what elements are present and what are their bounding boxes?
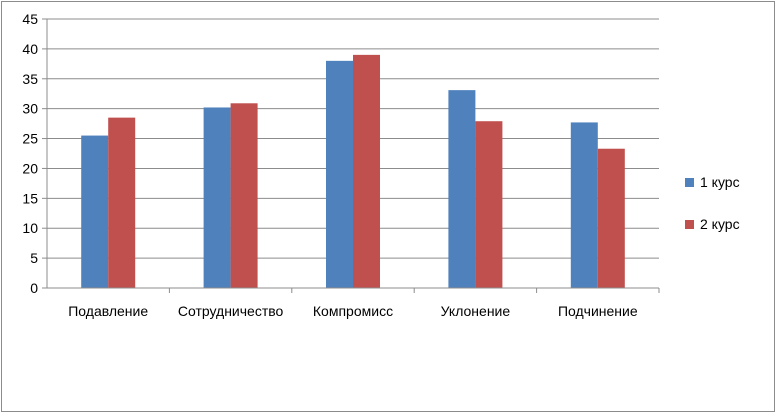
bar-1 (570, 122, 598, 288)
bar-2 (475, 121, 503, 288)
bar-2 (353, 54, 380, 288)
y-tick-label: 0 (30, 280, 38, 296)
y-tick-label: 20 (22, 160, 38, 176)
bars (81, 54, 625, 289)
x-tick-label: Сотрудничество (178, 303, 284, 319)
y-tick-label: 45 (22, 11, 38, 27)
y-axis-ticks: 0 5 10 15 20 25 30 35 40 45 (22, 11, 47, 296)
y-tick-label: 40 (22, 41, 38, 57)
legend-label: 1 курс (700, 174, 740, 190)
x-tick-label: Уклонение (441, 303, 511, 319)
bar-1 (81, 135, 109, 288)
legend-swatch (685, 220, 694, 229)
bar-1 (326, 60, 353, 288)
y-tick-label: 5 (30, 250, 38, 266)
bar-1 (448, 90, 476, 288)
y-tick-label: 15 (22, 190, 38, 206)
y-tick-label: 10 (22, 220, 38, 236)
y-tick-label: 30 (22, 101, 38, 117)
legend-swatch (685, 178, 694, 187)
x-tick-label: Подчинение (558, 303, 638, 319)
x-tick-label: Компромисс (313, 303, 393, 319)
bar-2 (597, 148, 625, 288)
x-axis-labels: Подавление Сотрудничество Компромисс Уклоне… (68, 303, 638, 319)
y-tick-label: 35 (22, 71, 38, 87)
x-tick-label: Подавление (68, 303, 148, 319)
bar-2 (108, 117, 136, 288)
bar-1 (203, 107, 231, 289)
y-tick-label: 25 (22, 131, 38, 147)
bar-2 (230, 103, 258, 288)
axes (46, 19, 660, 293)
legend: 1 курс 2 курс (685, 174, 740, 232)
legend-label: 2 курс (700, 216, 740, 232)
